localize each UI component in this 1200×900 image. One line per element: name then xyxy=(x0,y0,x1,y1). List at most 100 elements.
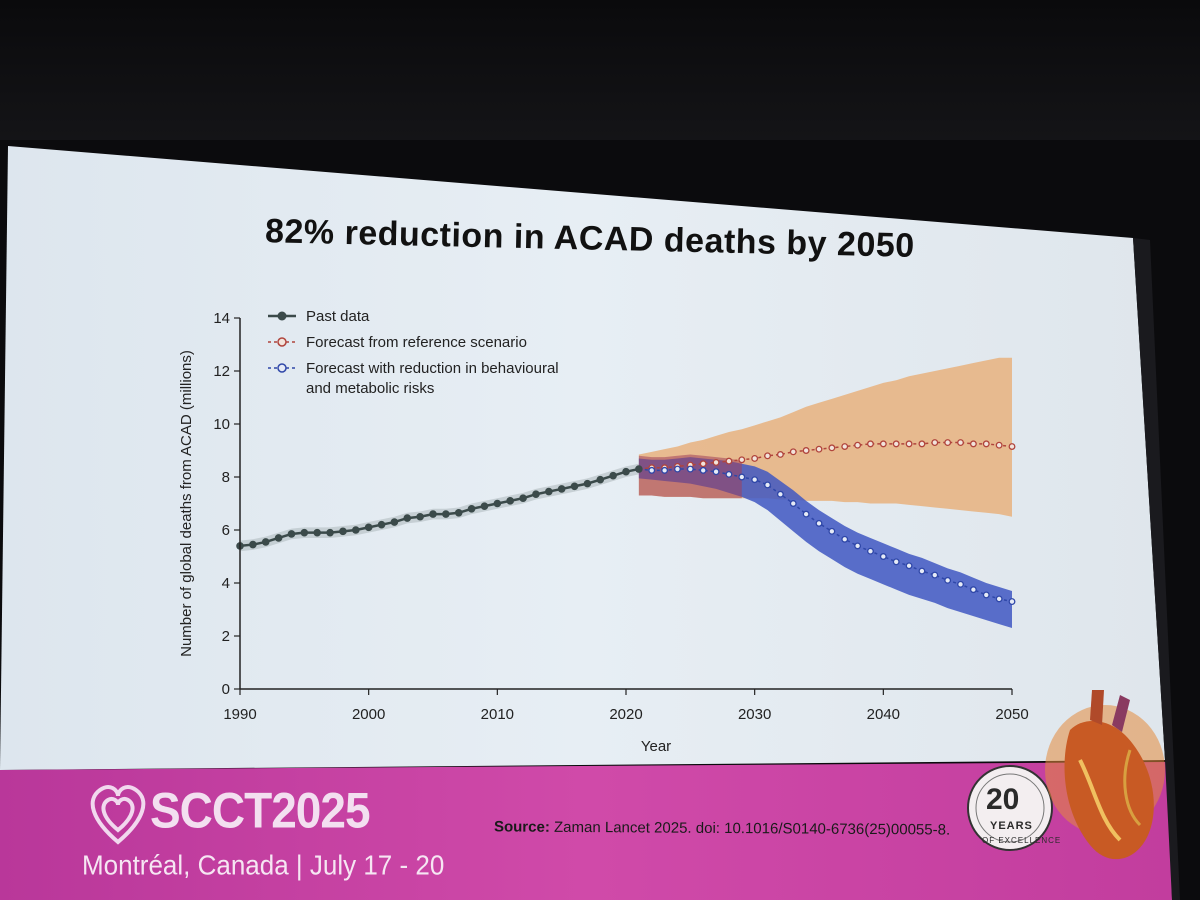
data-point-reduction xyxy=(931,571,939,579)
x-tick-label: 2020 xyxy=(609,706,642,723)
data-point-past xyxy=(249,540,257,549)
data-point-reduction xyxy=(892,558,900,566)
data-point-past xyxy=(403,514,412,522)
data-point-past xyxy=(480,502,489,510)
data-point-past xyxy=(506,497,514,505)
data-point-reference xyxy=(815,445,823,453)
data-point-reduction xyxy=(725,470,733,478)
x-tick-label: 2040 xyxy=(867,706,900,723)
y-tick-label: 10 xyxy=(213,416,230,433)
y-tick-label: 4 xyxy=(222,575,230,592)
data-point-reduction xyxy=(738,473,746,481)
chart: 1990 2000 2010 2020 2030 2040 2050 0 2 4 6 8 10 12 14 Y… xyxy=(178,308,1029,755)
data-point-past xyxy=(570,482,579,491)
y-tick-label: 0 xyxy=(222,681,230,698)
data-point-reduction xyxy=(918,567,926,575)
data-point-reduction xyxy=(764,481,771,489)
data-point-reference xyxy=(699,460,707,468)
x-tick-label: 2000 xyxy=(352,706,385,723)
data-point-past xyxy=(596,475,605,484)
data-point-reduction xyxy=(802,510,810,518)
data-point-reference xyxy=(751,455,759,462)
data-point-past xyxy=(429,510,437,518)
data-point-reduction xyxy=(879,553,887,560)
legend-label-reference: Forecast from reference scenario xyxy=(306,334,527,351)
logo-heart-icon xyxy=(90,785,146,845)
data-point-reference xyxy=(789,448,797,456)
source-citation: Source: Zaman Lancet 2025. doi: 10.1016/… xyxy=(494,818,950,838)
data-point-reference xyxy=(738,456,746,464)
x-tick-label: 1990 xyxy=(223,706,256,723)
data-point-reference xyxy=(712,458,720,466)
data-point-past xyxy=(339,527,347,536)
data-point-reduction xyxy=(969,586,977,594)
x-axis-label: Year xyxy=(641,738,671,755)
data-point-reduction xyxy=(789,500,797,507)
data-point-past xyxy=(287,530,296,538)
data-point-reduction xyxy=(854,542,862,550)
badge-excellence: OF EXCELLENCE xyxy=(982,836,1062,845)
data-point-past xyxy=(467,505,476,513)
data-point-reduction xyxy=(648,466,656,474)
data-point-reference xyxy=(725,457,733,465)
data-point-past xyxy=(377,520,386,529)
data-point-past xyxy=(300,528,309,537)
badge-years: YEARS xyxy=(990,820,1033,832)
data-point-reference xyxy=(931,439,939,446)
data-point-reference xyxy=(867,440,874,448)
y-tick-label: 8 xyxy=(222,469,230,486)
legend-label-past: Past data xyxy=(306,308,370,325)
data-point-reference xyxy=(995,441,1003,449)
event-location: Montréal, Canada | July 17 - 20 xyxy=(82,849,445,881)
data-point-past xyxy=(545,487,553,496)
data-point-past xyxy=(390,518,399,526)
data-point-past xyxy=(326,528,334,537)
data-point-past xyxy=(454,508,463,517)
heart-illustration-icon xyxy=(1045,690,1165,860)
data-point-reference xyxy=(776,451,784,458)
data-point-reference xyxy=(1008,443,1016,450)
data-point-reference xyxy=(841,443,849,450)
excellence-badge-icon xyxy=(967,765,1053,851)
data-point-past xyxy=(364,523,373,532)
data-point-reduction xyxy=(699,466,707,474)
data-point-past xyxy=(442,510,450,518)
data-point-reduction xyxy=(867,547,874,555)
legend-label-reduction: Forecast with reduction in behavioural an… xyxy=(306,360,559,397)
data-point-reduction xyxy=(751,476,759,484)
data-point-reduction xyxy=(828,527,836,535)
data-point-reference xyxy=(879,440,887,448)
data-point-reduction xyxy=(995,595,1003,603)
data-point-past xyxy=(519,494,527,503)
data-point-reference xyxy=(854,441,862,449)
data-point-reduction xyxy=(712,468,720,476)
source-text: Zaman Lancet 2025. doi: 10.1016/S0140-67… xyxy=(553,818,951,839)
data-point-past xyxy=(609,471,617,480)
data-point-reference xyxy=(918,440,926,448)
data-point-past xyxy=(274,534,283,542)
data-point-reduction xyxy=(661,466,669,474)
room-background xyxy=(0,0,1200,140)
x-tick-label: 2050 xyxy=(995,706,1028,723)
data-point-reference xyxy=(944,439,952,446)
data-point-reduction xyxy=(686,465,694,473)
data-point-reduction xyxy=(841,535,849,543)
x-tick-label: 2010 xyxy=(481,706,514,723)
data-point-reduction xyxy=(815,519,823,527)
x-tick-label: 2030 xyxy=(738,706,771,723)
data-point-reference xyxy=(764,452,771,460)
legend-marker-reduction xyxy=(277,363,287,373)
data-point-reduction xyxy=(776,490,784,498)
y-tick-label: 6 xyxy=(222,522,230,539)
data-point-reduction xyxy=(905,562,913,570)
data-point-reduction xyxy=(957,580,964,588)
data-point-past xyxy=(635,465,643,473)
data-point-past xyxy=(532,490,540,499)
data-point-reduction xyxy=(982,591,990,599)
data-point-past xyxy=(557,485,566,493)
data-point-reference xyxy=(905,440,913,448)
y-tick-label: 12 xyxy=(213,363,230,380)
data-point-past xyxy=(352,526,360,534)
data-point-reduction xyxy=(674,465,681,473)
